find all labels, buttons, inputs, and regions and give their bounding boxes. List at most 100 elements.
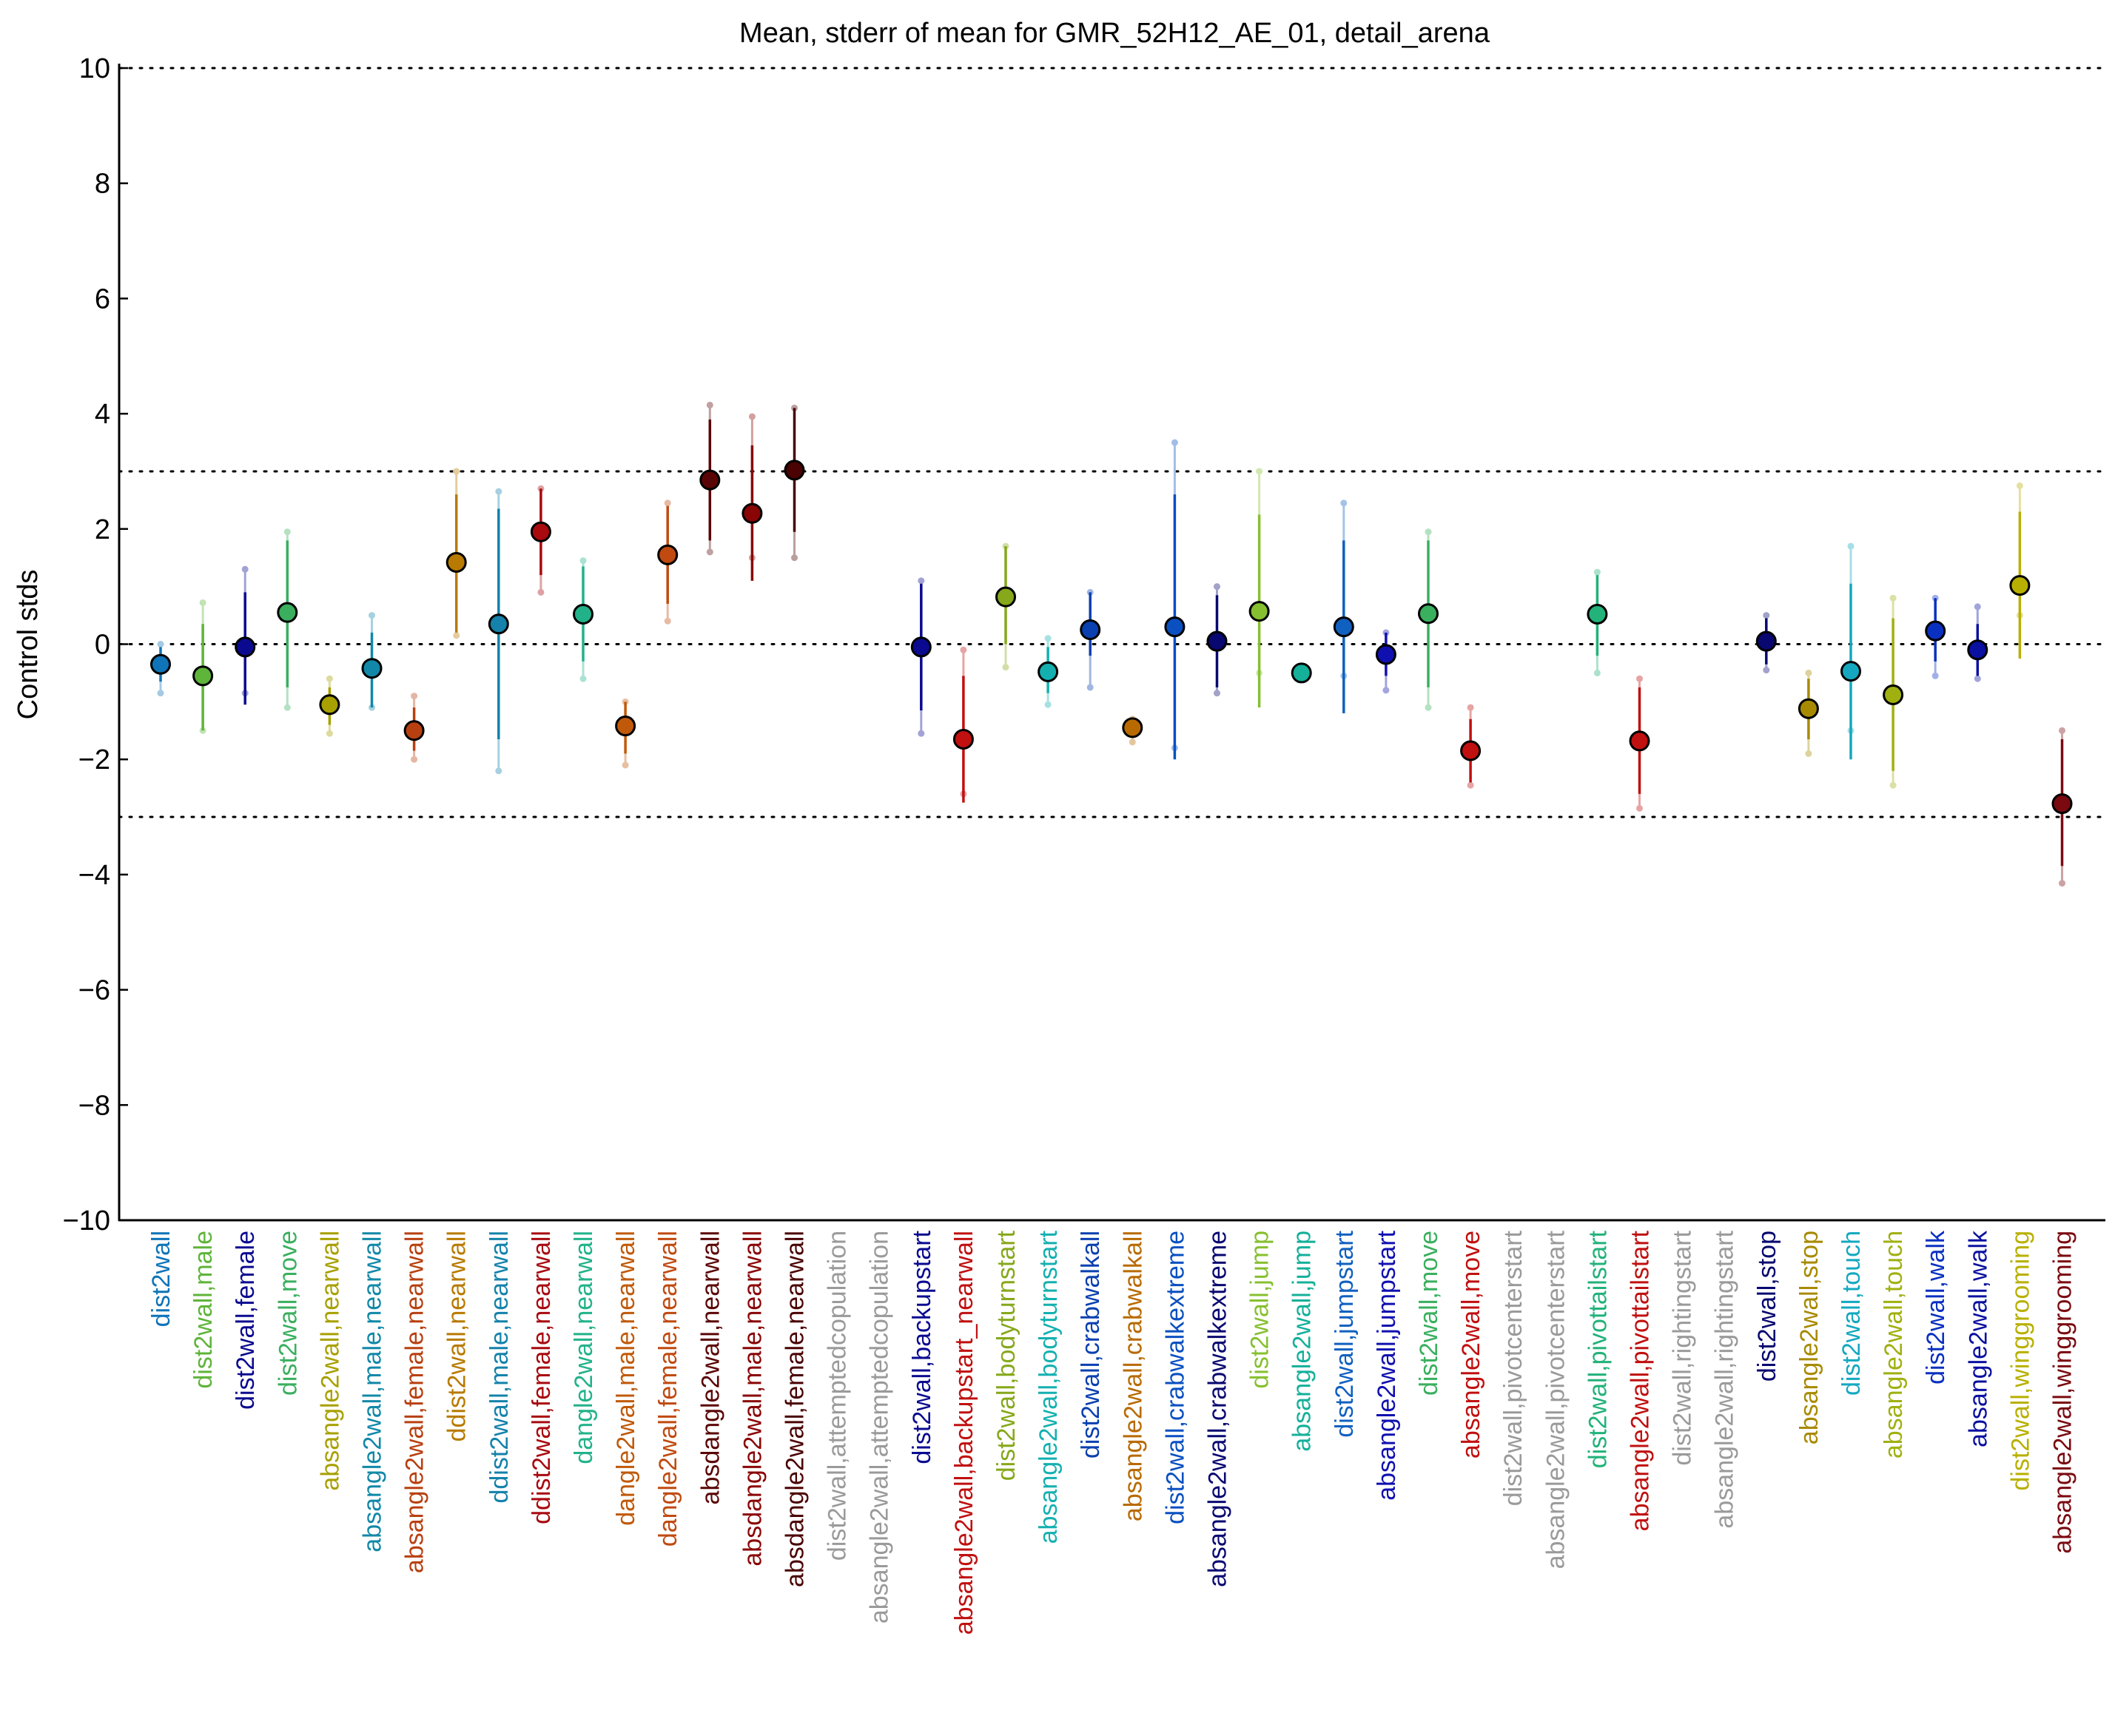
range-endpoint: [1931, 672, 1939, 679]
mean-marker: [1418, 603, 1439, 625]
range-endpoint: [326, 675, 333, 682]
mean-marker: [361, 658, 383, 679]
y-tick-label: −8: [78, 1090, 110, 1121]
x-tick-label: absangle2wall,rightingstart: [1711, 1230, 1739, 1528]
range-endpoint: [706, 548, 713, 556]
range-endpoint: [241, 565, 249, 573]
x-tick-label: ddist2wall,female,nearwall: [528, 1231, 556, 1524]
y-ticks: 10 8 6 4 2 0 −2 −4 −6 −8 −10: [63, 53, 128, 1237]
x-tick-label: absangle2wall,attemptedcopulation: [866, 1231, 894, 1624]
mean-marker: [784, 460, 805, 481]
x-tick-label: absdangle2wall,nearwall: [696, 1231, 724, 1504]
range-endpoint: [157, 641, 164, 647]
mean-marker: [1333, 616, 1354, 638]
mean-marker: [150, 653, 171, 675]
range-endpoint: [495, 488, 502, 495]
range-endpoint: [1974, 603, 1981, 610]
range-endpoint: [1340, 499, 1348, 507]
range-endpoint: [1086, 684, 1094, 691]
range-endpoint: [1636, 804, 1643, 812]
mean-marker: [235, 636, 256, 658]
y-tick-label: −6: [78, 975, 110, 1006]
y-tick-label: −4: [78, 860, 110, 891]
mean-marker: [995, 586, 1016, 608]
x-tick-label: dangle2wall,female,nearwall: [654, 1231, 682, 1547]
x-tick-label: absangle2wall,stop: [1795, 1231, 1823, 1444]
mean-marker: [1122, 717, 1143, 739]
x-tick-label: absangle2wall,nearwall: [316, 1231, 344, 1491]
x-tick-label: dist2wall,bodyturnstart: [992, 1230, 1020, 1481]
x-tick-label: absangle2wall,crabwalkextreme: [1204, 1231, 1232, 1587]
x-tick-label: absangle2wall,jump: [1288, 1231, 1317, 1452]
x-tick-label: dist2wall,attemptedcopulation: [824, 1231, 852, 1561]
x-tick-label: absangle2wall,crabwalkall: [1119, 1231, 1147, 1521]
mean-marker: [1291, 662, 1312, 684]
range-endpoint: [1636, 675, 1643, 682]
range-endpoint: [1763, 612, 1770, 619]
x-tick-label: dist2wall,move: [274, 1231, 302, 1396]
mean-marker: [277, 602, 298, 623]
range-endpoint: [1044, 635, 1052, 642]
y-tick-label: 2: [95, 514, 110, 545]
x-tick-label: dist2wall,jump: [1246, 1231, 1274, 1389]
mean-marker: [1206, 630, 1228, 652]
range-endpoint: [1805, 750, 1812, 757]
x-tick-label: dist2wall,move: [1415, 1231, 1443, 1396]
mean-marker: [1375, 644, 1396, 665]
x-tick-label: dist2wall,male: [189, 1231, 218, 1389]
range-endpoint: [1171, 439, 1178, 446]
range-endpoint: [1214, 583, 1220, 591]
x-tick-label: absangle2wall,backupstart_nearwall: [950, 1231, 978, 1635]
mean-marker: [1080, 619, 1101, 641]
y-tick-label: −10: [63, 1205, 110, 1237]
range-endpoint: [453, 632, 460, 639]
x-tick-label: dangle2wall,nearwall: [570, 1231, 598, 1464]
range-endpoint: [495, 767, 502, 775]
mean-marker: [1038, 661, 1059, 682]
mean-marker: [2051, 793, 2073, 815]
range-endpoint: [1847, 542, 1855, 550]
x-tick-label: absangle2wall,male,nearwall: [359, 1231, 387, 1552]
range-endpoint: [537, 588, 545, 596]
x-tick-label: dist2wall,jumpstart: [1331, 1230, 1359, 1437]
x-tick-label: dist2wall,rightingstart: [1669, 1230, 1697, 1465]
x-tick-label: absangle2wall,female,nearwall: [401, 1231, 429, 1573]
mean-marker: [488, 613, 509, 635]
range-endpoint: [2059, 880, 2065, 887]
x-tick-label: dist2wall,pivotcenterstart: [1499, 1230, 1527, 1506]
x-tick-label: absangle2wall,touch: [1880, 1231, 1908, 1459]
range-endpoint: [622, 761, 629, 769]
range-endpoint: [1129, 739, 1136, 746]
reference-lines: [118, 67, 2107, 1222]
range-endpoint: [1467, 781, 1474, 789]
mean-marker: [952, 728, 974, 750]
y-tick-label: 10: [79, 53, 110, 84]
mean-marker: [1164, 616, 1186, 638]
x-tick-label: dist2wall,crabwalkall: [1077, 1231, 1105, 1459]
mean-marker: [1840, 661, 1861, 682]
x-tick-label: absdangle2wall,female,nearwall: [781, 1231, 810, 1587]
x-tick-label: ddist2wall,nearwall: [443, 1231, 471, 1441]
mean-marker: [1925, 620, 1946, 642]
x-tick-label: absdangle2wall,male,nearwall: [739, 1231, 767, 1567]
range-endpoint: [1467, 704, 1474, 711]
x-tick-label: absangle2wall,bodyturnstart: [1035, 1230, 1063, 1544]
mean-marker: [1587, 604, 1608, 625]
range-endpoint: [579, 675, 587, 682]
x-tick-label: absangle2wall,winggrooming: [2049, 1231, 2077, 1554]
x-tick-label: dist2wall,crabwalkextreme: [1161, 1231, 1189, 1524]
range-endpoint: [579, 557, 587, 565]
mean-marker: [1248, 601, 1270, 622]
mean-marker: [657, 544, 679, 565]
x-tick-label: dist2wall: [147, 1231, 175, 1327]
range-endpoint: [1425, 528, 1432, 536]
range-endpoint: [2059, 727, 2065, 734]
mean-marker: [445, 551, 467, 573]
range-endpoint: [1974, 675, 1981, 682]
range-endpoint: [2016, 482, 2023, 489]
x-tick-label: absangle2wall,pivotcenterstart: [1541, 1230, 1570, 1569]
y-tick-label: 4: [95, 399, 110, 430]
x-tick-label: dist2wall,backupstart: [908, 1230, 936, 1464]
mean-marker: [319, 694, 340, 716]
